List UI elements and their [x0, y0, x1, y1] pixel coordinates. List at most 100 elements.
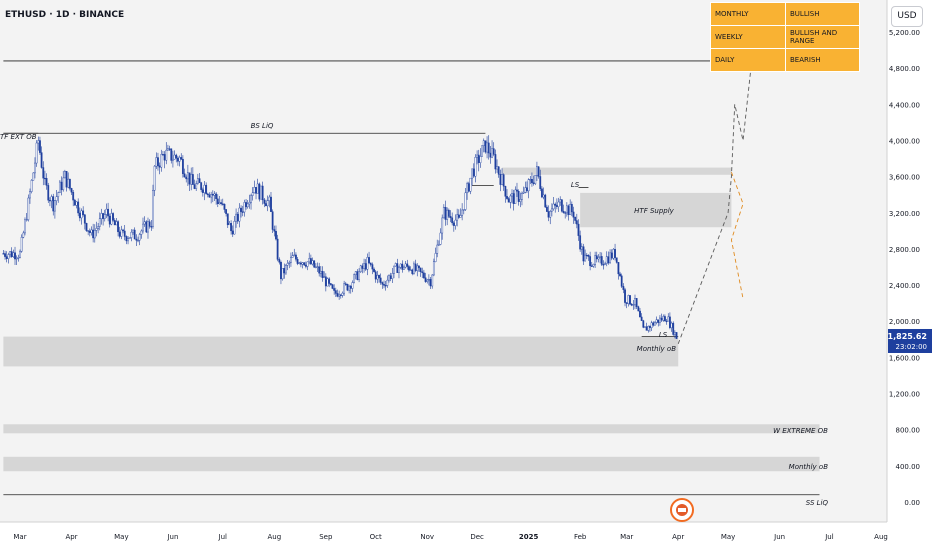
- candle-body: [338, 294, 341, 297]
- candle-body: [344, 283, 347, 285]
- candle-body: [221, 203, 224, 205]
- bias-timeframe: WEEKLY: [710, 25, 786, 49]
- candle-body: [472, 168, 475, 177]
- y-tick-label: 400.00: [896, 463, 921, 471]
- candle-body: [4, 253, 6, 257]
- candle-body: [226, 213, 229, 226]
- candle-body: [245, 202, 247, 208]
- candle-body: [669, 316, 671, 328]
- x-tick-label: Aug: [267, 533, 281, 541]
- candle-body: [118, 231, 121, 237]
- candle-body: [570, 204, 573, 213]
- bias-timeframe: DAILY: [710, 48, 786, 72]
- price-axis[interactable]: [887, 0, 932, 550]
- bias-row: MONTHLY BULLISH: [710, 2, 860, 26]
- candle-body: [291, 255, 294, 258]
- candle-body: [255, 187, 257, 194]
- candle-body: [314, 266, 317, 268]
- candle-body: [555, 205, 558, 207]
- candle-body: [434, 253, 437, 262]
- candle-body: [492, 148, 495, 155]
- candle-body: [614, 248, 616, 258]
- candle-body: [600, 256, 603, 265]
- label-ss-liq: SS LiQ: [806, 499, 829, 507]
- candle-body: [235, 213, 237, 222]
- time-axis[interactable]: [0, 522, 887, 550]
- candle-body: [479, 156, 482, 163]
- candle-body: [98, 218, 101, 227]
- candle-body: [404, 263, 407, 268]
- candle-body: [521, 193, 523, 200]
- label-bs-liq: BS LiQ: [251, 122, 274, 130]
- candle-body: [95, 228, 98, 231]
- candle-body: [541, 188, 543, 198]
- x-tick-label: Jun: [166, 533, 178, 541]
- candle-body: [639, 310, 641, 318]
- candle-body: [654, 322, 656, 326]
- candle-body: [594, 255, 597, 265]
- candle-body: [300, 262, 302, 265]
- candle-body: [642, 320, 645, 328]
- candle-body: [491, 148, 493, 158]
- candle-body: [672, 322, 675, 335]
- candle-body: [419, 267, 422, 272]
- candle-body: [105, 208, 108, 215]
- candle-body: [60, 181, 63, 191]
- candle-body: [610, 252, 613, 259]
- candle-body: [635, 298, 638, 307]
- candle-body: [406, 263, 409, 267]
- candle-body: [137, 239, 139, 242]
- candle-body: [113, 220, 116, 226]
- candle-body: [304, 264, 307, 267]
- candle-body: [230, 223, 232, 232]
- candle-body: [507, 198, 510, 203]
- candle-body: [107, 208, 109, 217]
- x-tick-label: Mar: [13, 533, 26, 541]
- candle-body: [127, 238, 129, 242]
- x-tick-label: Aug: [874, 533, 888, 541]
- candle-body: [363, 263, 365, 269]
- candle-body: [90, 229, 93, 233]
- candle-body: [2, 253, 5, 255]
- candle-body: [265, 203, 267, 207]
- y-tick-label: 1,200.00: [889, 391, 920, 399]
- candle-body: [393, 265, 395, 274]
- candle-body: [298, 262, 301, 264]
- candle-body: [336, 293, 339, 297]
- candle-body: [427, 279, 430, 281]
- candle-body: [216, 198, 219, 205]
- candle-body: [539, 176, 542, 190]
- candle-body: [489, 152, 492, 158]
- candle-body: [459, 215, 462, 218]
- candles: [2, 135, 678, 339]
- candle-body: [72, 192, 75, 201]
- candle-body: [615, 257, 618, 263]
- candle-body: [17, 257, 20, 259]
- zone-box: [3, 424, 820, 434]
- candle-body: [92, 229, 95, 239]
- x-tick-label: Nov: [420, 533, 434, 541]
- candle-body: [424, 277, 427, 282]
- candle-body: [575, 220, 578, 225]
- candle-body: [371, 264, 374, 270]
- candle-body: [667, 316, 670, 322]
- candle-body: [25, 219, 28, 221]
- candle-body: [68, 178, 71, 189]
- candle-body: [662, 316, 665, 321]
- candle-body: [389, 275, 392, 279]
- candle-body: [537, 166, 540, 177]
- candle-body: [531, 179, 533, 183]
- candle-body: [32, 172, 35, 181]
- candle-body: [195, 183, 198, 189]
- candle-body: [19, 251, 21, 258]
- candle-body: [165, 149, 168, 161]
- candle-body: [117, 221, 119, 233]
- candle-body: [526, 187, 528, 192]
- candle-body: [617, 262, 620, 275]
- candle-body: [550, 208, 553, 212]
- candle-body: [467, 183, 470, 192]
- candle-body: [236, 213, 239, 222]
- candle-body: [278, 259, 281, 263]
- currency-button[interactable]: USD: [891, 6, 923, 27]
